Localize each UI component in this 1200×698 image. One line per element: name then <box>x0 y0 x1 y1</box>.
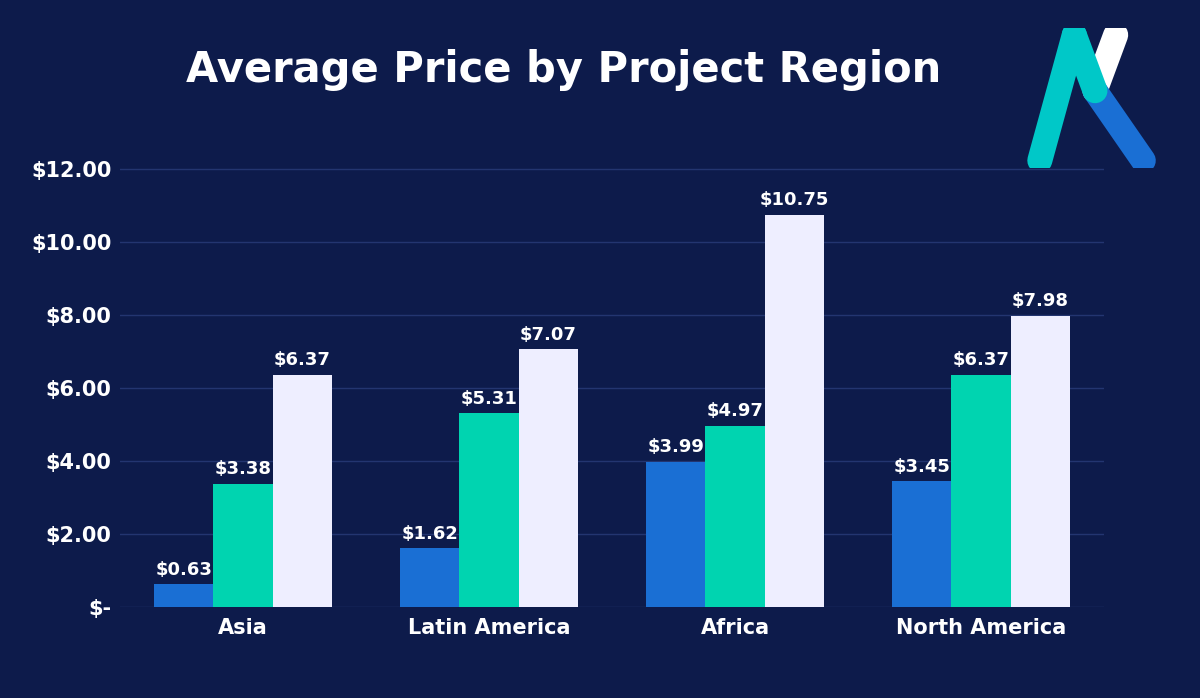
Bar <box>460 413 518 607</box>
Text: $6.37: $6.37 <box>274 351 330 369</box>
Bar <box>706 426 764 607</box>
Bar <box>518 349 577 607</box>
Text: $7.98: $7.98 <box>1012 292 1068 311</box>
Text: Average Price by Project Region: Average Price by Project Region <box>186 49 942 91</box>
Bar <box>952 375 1010 607</box>
Bar <box>764 215 823 607</box>
Text: $7.07: $7.07 <box>520 326 576 343</box>
Bar <box>893 482 952 607</box>
Bar <box>272 375 331 607</box>
Text: $6.37: $6.37 <box>953 351 1009 369</box>
Legend: 2020, 2021, 2022: 2020, 2021, 2022 <box>433 689 791 698</box>
Text: $1.62: $1.62 <box>402 525 458 542</box>
Text: $3.38: $3.38 <box>215 461 271 478</box>
Text: $4.97: $4.97 <box>707 402 763 420</box>
Bar <box>647 461 706 607</box>
Text: $5.31: $5.31 <box>461 390 517 408</box>
Bar <box>214 484 272 607</box>
Bar <box>155 584 214 607</box>
Text: $3.99: $3.99 <box>648 438 704 456</box>
Bar <box>1010 316 1069 607</box>
Text: $3.45: $3.45 <box>894 458 950 476</box>
Bar <box>401 548 460 607</box>
Text: $0.63: $0.63 <box>156 560 212 579</box>
Text: $10.75: $10.75 <box>760 191 829 209</box>
